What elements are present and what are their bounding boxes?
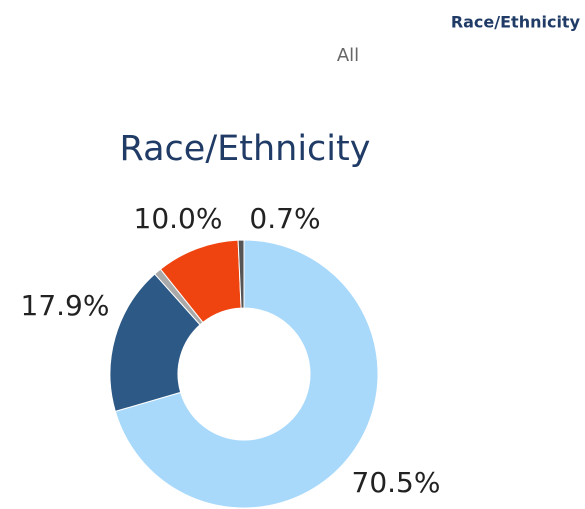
data-label: 10.0% — [134, 202, 223, 235]
data-label: 70.5% — [352, 466, 441, 499]
donut-slice — [237, 239, 245, 309]
data-label: 17.9% — [21, 289, 110, 322]
donut-slice — [109, 273, 201, 413]
header-title: Race/Ethnicity — [451, 13, 581, 32]
chart-title: Race/Ethnicity — [120, 129, 371, 169]
filter-value[interactable]: All — [337, 45, 359, 66]
donut-slice — [114, 239, 379, 509]
data-label: 0.7% — [249, 202, 320, 235]
donut — [109, 239, 379, 509]
